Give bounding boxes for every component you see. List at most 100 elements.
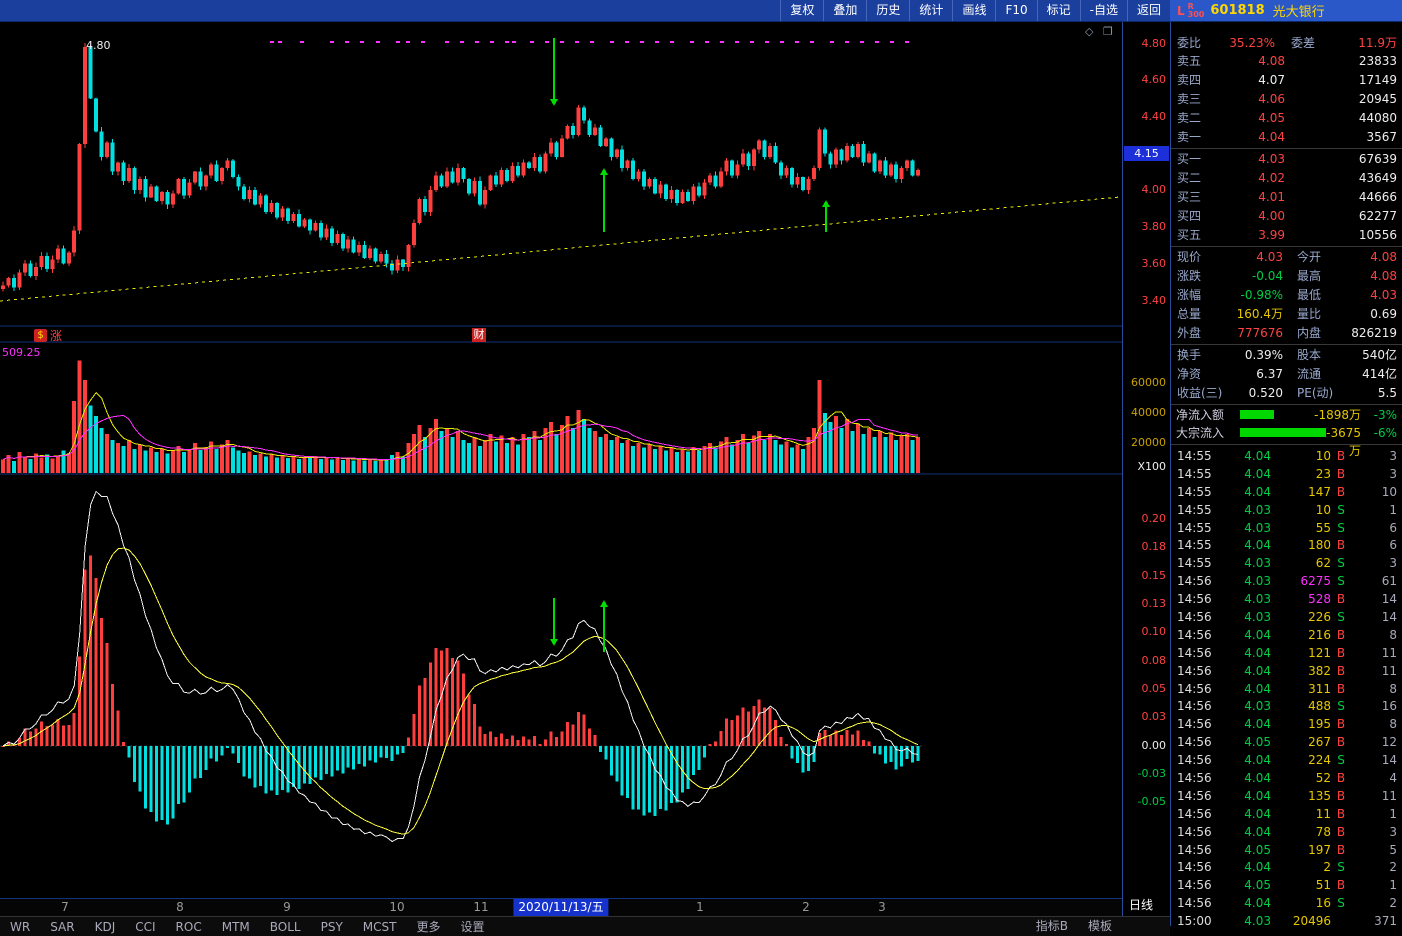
tick-direction: B xyxy=(1336,449,1346,463)
tick-row: 14:55 4.04 180 B 6 xyxy=(1171,537,1402,555)
tick-time: 14:56 xyxy=(1177,896,1212,911)
menu-item-画线[interactable]: 画线 xyxy=(952,0,995,21)
info-row: 涨跌 -0.04 最高 4.08 xyxy=(1171,267,1402,286)
indicator-tab-CCI[interactable]: CCI xyxy=(135,919,156,934)
tick-volume: 224 xyxy=(1308,753,1331,768)
tick-volume: 51 xyxy=(1315,878,1331,893)
tick-price: 4.03 xyxy=(1244,914,1271,926)
tick-volume: 488 xyxy=(1308,699,1331,714)
indicator-tab-PSY[interactable]: PSY xyxy=(320,919,343,934)
date-label: 7 xyxy=(61,900,69,914)
macd-axis-zero-label: 0.00 xyxy=(1141,739,1167,752)
menu-item-复权[interactable]: 复权 xyxy=(780,0,823,21)
indicator-tab-ROC[interactable]: ROC xyxy=(175,919,202,934)
footer-button-指标B[interactable]: 指标B xyxy=(1035,919,1068,933)
menu-item-叠加[interactable]: 叠加 xyxy=(823,0,866,21)
bid-row[interactable]: 买三 4.01 44666 xyxy=(1171,188,1402,207)
candles xyxy=(1,43,921,292)
price-axis-label: 3.60 xyxy=(1141,257,1167,270)
diamond-icon[interactable]: ◇ xyxy=(1085,25,1094,38)
menu-item-统计[interactable]: 统计 xyxy=(909,0,952,21)
menu-item--自选[interactable]: -自选 xyxy=(1079,0,1127,21)
stock-header: L R 300 601818 光大银行 xyxy=(1170,0,1402,21)
bid-row[interactable]: 买五 3.99 10556 xyxy=(1171,226,1402,245)
chart-area[interactable]: 4.80 509.25 $ 涨 财 ◇ ❐ xyxy=(0,22,1122,898)
menu-item-F10[interactable]: F10 xyxy=(995,0,1036,21)
tick-count: 16 xyxy=(1381,699,1397,714)
tick-direction: S xyxy=(1337,699,1345,714)
menu-item-标记[interactable]: 标记 xyxy=(1036,0,1080,21)
macd-axis-label: 0.15 xyxy=(1141,569,1167,582)
indicator-tab-KDJ[interactable]: KDJ xyxy=(94,919,116,934)
bid-price: 4.03 xyxy=(1258,152,1285,166)
tick-time: 14:56 xyxy=(1177,717,1212,732)
tick-count: 11 xyxy=(1381,645,1397,660)
ask-volume: 23833 xyxy=(1358,54,1397,68)
tick-count: 2 xyxy=(1389,860,1397,875)
bid-row[interactable]: 买一 4.03 67639 xyxy=(1171,150,1402,169)
tick-count: 14 xyxy=(1381,610,1397,625)
money-flow-row: 大宗流入 -3675万 -6% xyxy=(1171,424,1402,458)
tick-volume: 23 xyxy=(1315,466,1331,481)
tick-direction: S xyxy=(1337,574,1345,589)
ask-row[interactable]: 卖五 4.08 23833 xyxy=(1171,52,1402,71)
date-label: 2 xyxy=(802,900,810,914)
volume-unit-label: X100 xyxy=(1137,460,1166,473)
window-icon[interactable]: ❐ xyxy=(1103,25,1113,38)
date-label: 3 xyxy=(878,900,886,914)
indicator-tab-设置[interactable]: 设置 xyxy=(460,919,485,934)
tick-count: 6 xyxy=(1389,520,1397,535)
info-row: 总量 160.4万 量比 0.69 xyxy=(1171,305,1402,324)
tick-time: 14:56 xyxy=(1177,753,1212,768)
indicator-tab-SAR[interactable]: SAR xyxy=(50,919,75,934)
tick-row: 14:56 4.04 11 B 1 xyxy=(1171,806,1402,824)
tick-row: 15:00 4.03 20496 371 xyxy=(1171,913,1402,926)
tick-count: 6 xyxy=(1389,538,1397,553)
info-value: 4.03 xyxy=(1370,288,1397,302)
indicator-tab-BOLL[interactable]: BOLL xyxy=(269,919,301,934)
indicator-tab-更多[interactable]: 更多 xyxy=(416,919,441,934)
fundamental-value: 540亿 xyxy=(1362,348,1397,362)
bid-price: 3.99 xyxy=(1258,228,1285,242)
bid-volume: 43649 xyxy=(1358,171,1397,185)
footer-button-模板[interactable]: 模板 xyxy=(1087,919,1112,933)
tick-count: 4 xyxy=(1389,771,1397,786)
indicator-tab-MCST[interactable]: MCST xyxy=(362,919,397,934)
indicator-tab-WR[interactable]: WR xyxy=(10,919,31,934)
date-axis: 7 8 9 10 11 2020/11/13/五 1 2 3 xyxy=(0,898,1122,916)
tick-count: 2 xyxy=(1389,896,1397,911)
tick-time: 14:55 xyxy=(1177,520,1212,535)
tick-price: 4.04 xyxy=(1244,627,1271,642)
tick-direction: B xyxy=(1336,771,1346,786)
tick-price: 4.03 xyxy=(1244,502,1271,517)
top-menu-bar: 复权 叠加 历史 统计 画线 F10 标记 -自选 返回 L R 300 601818 光大银行 xyxy=(0,0,1402,22)
stock-code: 601818 xyxy=(1210,3,1265,18)
tick-volume: 135 xyxy=(1308,788,1331,803)
tick-list[interactable]: 14:55 4.04 10 B 3 14:55 4.04 23 B 3 14:55 4.04 147 B 1… xyxy=(1171,448,1402,926)
ask-row[interactable]: 卖一 4.04 3567 xyxy=(1171,128,1402,147)
info-label: 最高 xyxy=(1297,269,1322,283)
bid-row[interactable]: 买二 4.02 43649 xyxy=(1171,169,1402,188)
main-chart[interactable] xyxy=(0,22,1122,898)
ask-row[interactable]: 卖三 4.06 20945 xyxy=(1171,90,1402,109)
menu-item-历史[interactable]: 历史 xyxy=(866,0,909,21)
bid-row[interactable]: 买四 4.00 62277 xyxy=(1171,207,1402,226)
menu-item-返回[interactable]: 返回 xyxy=(1126,0,1170,21)
tick-count: 11 xyxy=(1381,788,1397,803)
bid-price: 4.02 xyxy=(1258,171,1285,185)
tick-volume: 20496 xyxy=(1292,914,1331,926)
ask-label: 卖一 xyxy=(1177,130,1202,144)
tick-time: 14:56 xyxy=(1177,771,1212,786)
macd-histogram xyxy=(1,555,920,825)
tick-time: 14:56 xyxy=(1177,806,1212,821)
tick-direction: B xyxy=(1336,663,1346,678)
indicator-tab-MTM[interactable]: MTM xyxy=(221,919,250,934)
tick-price: 4.05 xyxy=(1244,735,1271,750)
price-axis-label: 4.40 xyxy=(1141,110,1167,123)
info-label: 内盘 xyxy=(1297,326,1322,340)
ask-row[interactable]: 卖四 4.07 17149 xyxy=(1171,71,1402,90)
ask-row[interactable]: 卖二 4.05 44080 xyxy=(1171,109,1402,128)
volume-ma10-line xyxy=(2,414,919,461)
tick-price: 4.03 xyxy=(1244,592,1271,607)
tick-row: 14:56 4.04 382 B 11 xyxy=(1171,663,1402,681)
